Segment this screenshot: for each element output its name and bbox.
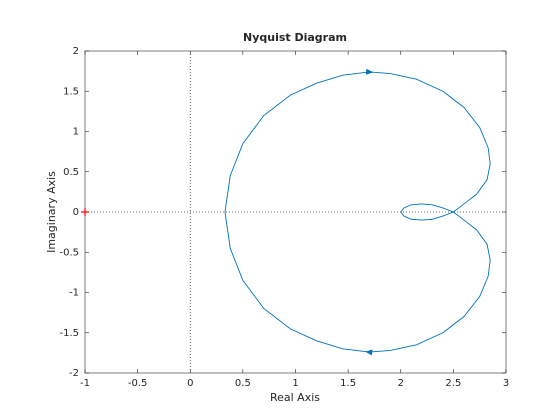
y-tick-label: -2: [69, 368, 79, 379]
nyquist-curve: [224, 71, 491, 353]
y-tick-label: -1: [69, 288, 79, 299]
y-tick-label: 1: [73, 127, 79, 138]
x-tick-label: 0.5: [235, 378, 251, 389]
x-tick-label: 1: [292, 378, 298, 389]
y-tick-label: 0: [73, 207, 79, 218]
y-tick-label: -1.5: [59, 328, 79, 339]
point-marker: [81, 208, 89, 216]
x-tick-label: 0: [187, 378, 193, 389]
x-tick-label: -1: [80, 378, 90, 389]
y-tick-label: 1.5: [63, 86, 79, 97]
x-tick-label: 2: [398, 378, 404, 389]
chart-title: Nyquist Diagram: [243, 31, 347, 44]
direction-arrow: [365, 349, 373, 356]
x-tick-label: 1.5: [340, 378, 356, 389]
x-tick-label: 3: [503, 378, 509, 389]
x-tick-label: -0.5: [128, 378, 148, 389]
y-tick-label: -0.5: [59, 247, 79, 258]
y-axis-label: Imaginary Axis: [45, 171, 58, 253]
y-tick-label: 2: [73, 46, 79, 57]
x-tick-label: 2.5: [445, 378, 461, 389]
x-axis-label: Real Axis: [270, 391, 320, 404]
direction-arrow: [365, 68, 374, 75]
y-tick-label: 0.5: [63, 167, 79, 178]
